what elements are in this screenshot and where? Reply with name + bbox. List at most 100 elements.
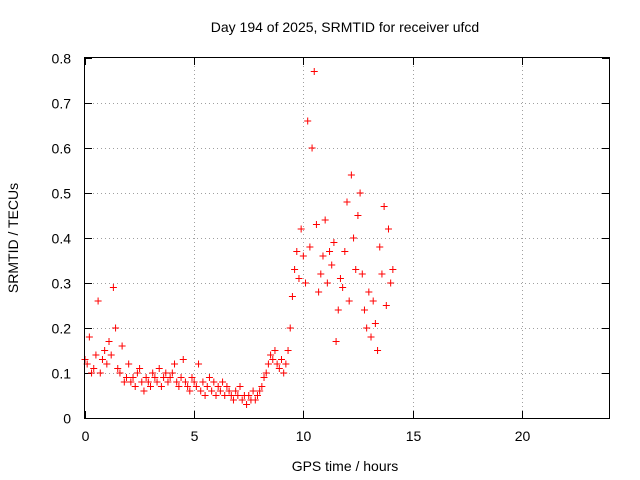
data-point: [260, 374, 268, 381]
data-point: [369, 297, 377, 305]
data-point: [336, 275, 344, 282]
data-point: [199, 378, 207, 386]
data-point: [295, 275, 303, 282]
data-point: [389, 266, 397, 273]
data-point: [90, 365, 98, 372]
data-point: [321, 216, 329, 224]
data-point: [262, 369, 270, 377]
data-point: [253, 392, 261, 399]
data-point: [186, 387, 194, 395]
data-point: [302, 279, 310, 287]
data-point: [125, 360, 133, 368]
data-point: [184, 383, 192, 390]
data-point: [173, 378, 181, 386]
data-point: [118, 342, 126, 350]
data-point: [203, 383, 211, 390]
data-point: [251, 396, 259, 404]
data-point: [109, 284, 117, 291]
data-point: [280, 369, 288, 377]
data-point: [188, 374, 196, 381]
data-point: [157, 383, 165, 390]
data-point: [384, 225, 392, 233]
data-point: [160, 374, 168, 381]
data-point: [306, 243, 314, 251]
y-tick-label: 0.3: [52, 276, 72, 292]
x-tick-label: 20: [515, 428, 531, 444]
data-point: [112, 324, 120, 332]
data-point: [275, 365, 283, 372]
data-point: [363, 324, 371, 332]
data-point: [271, 347, 279, 354]
data-point: [319, 252, 327, 260]
data-point: [358, 270, 366, 278]
data-point: [367, 333, 375, 341]
data-point: [219, 378, 227, 386]
data-point: [288, 293, 296, 300]
data-point: [177, 374, 185, 381]
data-point: [171, 360, 179, 368]
data-point: [343, 198, 351, 206]
data-point: [192, 383, 200, 390]
data-point: [223, 383, 231, 390]
data-point: [105, 338, 113, 345]
tick-layer: 0 0.1 0.2 0.3 0.4 0.5 0.6 0.7 0.8 0 5 10 15 20: [52, 51, 609, 444]
data-point: [323, 279, 331, 287]
data-point: [166, 374, 174, 381]
data-point: [114, 365, 122, 372]
data-point: [234, 392, 242, 399]
y-tick-label: 0.8: [52, 51, 72, 67]
y-tick-label: 0.4: [52, 231, 72, 247]
data-point: [195, 360, 203, 368]
data-point: [214, 383, 222, 390]
data-point: [149, 369, 157, 377]
data-point: [382, 302, 390, 309]
data-point: [243, 401, 251, 408]
data-point: [304, 117, 312, 125]
data-point: [140, 387, 148, 395]
data-point: [330, 239, 338, 246]
data-point: [164, 378, 172, 386]
data-point: [354, 212, 362, 219]
data-point: [205, 374, 213, 381]
y-tick-label: 0.5: [52, 186, 72, 202]
data-point: [315, 288, 323, 296]
data-point: [210, 378, 218, 386]
data-point: [92, 351, 100, 359]
y-tick-label: 0.7: [52, 96, 72, 112]
plot-frame: [84, 57, 610, 419]
data-point: [127, 378, 135, 386]
data-point: [378, 270, 386, 278]
data-point: [181, 378, 189, 386]
data-point: [238, 396, 246, 404]
data-point: [310, 68, 318, 75]
data-point: [356, 189, 364, 197]
data-point: [293, 248, 301, 255]
data-point: [387, 279, 395, 287]
data-point: [350, 234, 358, 242]
data-point: [155, 365, 163, 372]
grid-layer: [85, 58, 609, 418]
data-point: [138, 378, 146, 386]
data-point: [85, 333, 93, 341]
data-point: [371, 320, 379, 327]
data-point: [225, 387, 233, 395]
data-point: [120, 378, 128, 386]
data-point: [133, 369, 141, 377]
data-point: [256, 387, 264, 395]
data-point: [334, 306, 342, 314]
data-point: [376, 243, 384, 251]
data-point: [227, 392, 235, 399]
y-tick-label: 0: [63, 411, 71, 427]
data-point: [317, 270, 325, 278]
data-point: [107, 351, 115, 359]
data-point: [151, 374, 159, 381]
data-point: [284, 347, 292, 354]
data-point: [352, 266, 360, 273]
data-point: [282, 360, 290, 368]
data-point: [221, 392, 229, 399]
data-point: [249, 387, 257, 395]
data-point: [101, 347, 109, 354]
data-point: [144, 378, 152, 386]
data-point: [374, 347, 382, 354]
